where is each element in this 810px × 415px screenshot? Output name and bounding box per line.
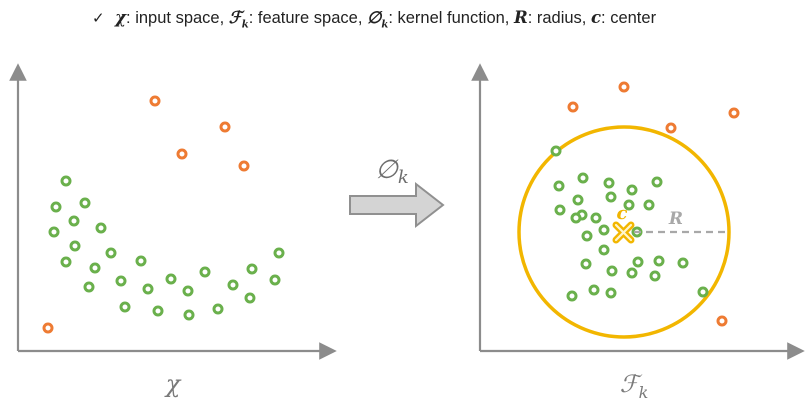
normal-point	[119, 301, 131, 313]
anomaly-point	[665, 122, 677, 134]
mapping-arrow	[349, 181, 445, 229]
anomaly-point	[219, 121, 231, 133]
normal-point	[697, 286, 709, 298]
anomaly-point	[149, 95, 161, 107]
normal-point	[273, 247, 285, 259]
check-icon: ✓	[92, 9, 105, 27]
legend-item-input-space: χ: input space,	[115, 8, 229, 27]
normal-point	[60, 256, 72, 268]
normal-point	[577, 172, 589, 184]
normal-point	[60, 175, 72, 187]
normal-point	[69, 240, 81, 252]
normal-point	[165, 273, 177, 285]
input-space-points	[42, 95, 285, 334]
normal-point	[603, 177, 615, 189]
normal-point	[50, 201, 62, 213]
normal-point	[227, 279, 239, 291]
anomaly-point	[238, 160, 250, 172]
normal-point	[651, 176, 663, 188]
normal-point	[199, 266, 211, 278]
feature-space-label: ℱk	[620, 370, 649, 402]
normal-point	[105, 247, 117, 259]
legend-item-radius: R: radius,	[513, 8, 591, 27]
normal-point	[623, 199, 635, 211]
normal-point	[48, 226, 60, 238]
input-space-label: χ	[164, 370, 182, 398]
normal-point	[83, 281, 95, 293]
normal-point	[68, 215, 80, 227]
normal-point	[572, 194, 584, 206]
legend-item-feature-space: ℱk: feature space,	[228, 8, 368, 31]
normal-point	[570, 212, 582, 224]
legend-item-kernel-function: ∅k: kernel function,	[367, 8, 514, 31]
kernel-function-label: ∅k	[375, 155, 409, 188]
normal-point	[626, 184, 638, 196]
hypersphere-boundary	[517, 125, 731, 339]
input-space-panel: χ	[9, 63, 337, 398]
normal-point	[649, 270, 661, 282]
normal-point	[550, 145, 562, 157]
normal-point	[183, 309, 195, 321]
normal-point	[580, 258, 592, 270]
anomaly-point	[176, 148, 188, 160]
normal-point	[135, 255, 147, 267]
normal-point	[95, 222, 107, 234]
center-label: c	[617, 203, 628, 224]
normal-point	[566, 290, 578, 302]
normal-point	[553, 180, 565, 192]
normal-point	[246, 263, 258, 275]
kernel-mapping: ∅k	[349, 155, 445, 229]
feature-space-panel: R c ℱk	[471, 63, 805, 402]
normal-point	[626, 267, 638, 279]
normal-point	[79, 197, 91, 209]
anomaly-point	[567, 101, 579, 113]
normal-point	[677, 257, 689, 269]
normal-point	[182, 285, 194, 297]
normal-point	[554, 204, 566, 216]
feature-space-points	[550, 81, 740, 327]
normal-point	[632, 256, 644, 268]
normal-point	[142, 283, 154, 295]
normal-point	[588, 284, 600, 296]
normal-point	[653, 255, 665, 267]
anomaly-point	[618, 81, 630, 93]
anomaly-point	[728, 107, 740, 119]
anomaly-point	[42, 322, 54, 334]
normal-point	[115, 275, 127, 287]
anomaly-point	[716, 315, 728, 327]
normal-point	[643, 199, 655, 211]
radius-label: R	[668, 209, 683, 229]
normal-point	[598, 244, 610, 256]
normal-point	[598, 224, 610, 236]
center-marker	[612, 221, 635, 244]
normal-point	[606, 265, 618, 277]
normal-point	[152, 305, 164, 317]
normal-point	[590, 212, 602, 224]
normal-point	[605, 191, 617, 203]
legend: ✓ χ: input space, ℱk: feature space, ∅k:…	[92, 6, 808, 37]
normal-point	[269, 274, 281, 286]
normal-point	[244, 292, 256, 304]
normal-point	[581, 230, 593, 242]
legend-item-center: c: center	[590, 8, 657, 27]
normal-point	[89, 262, 101, 274]
normal-point	[212, 303, 224, 315]
normal-point	[605, 287, 617, 299]
